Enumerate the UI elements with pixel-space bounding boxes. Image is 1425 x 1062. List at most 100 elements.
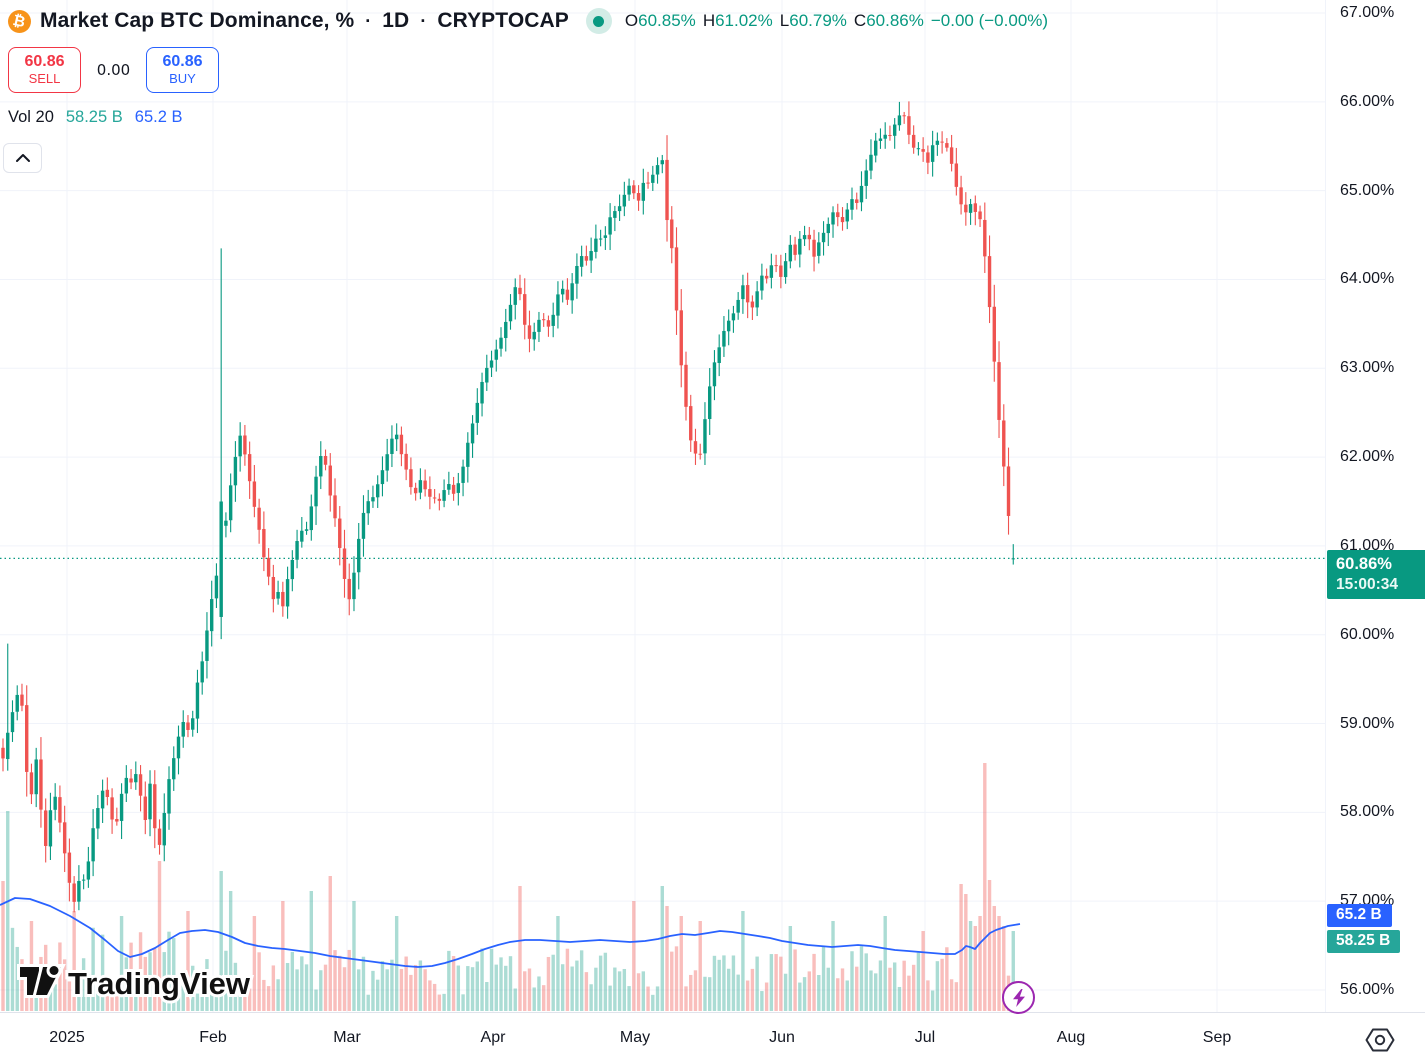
ohlc-readout: O60.85% H61.02% L60.79% C60.86% −0.00 (−… <box>625 11 1048 31</box>
volume-bar <box>726 968 731 1011</box>
price-scale[interactable]: 67.00% 66.00% 65.00% 64.00% 63.00% 62.00% 61.0… <box>1325 0 1425 1012</box>
volume-bar <box>138 932 143 1011</box>
volume-bar <box>670 951 674 1011</box>
volume-bar <box>802 977 807 1011</box>
exchange-label[interactable]: CRYPTOCAP <box>437 9 569 32</box>
timezone-settings-button[interactable] <box>1364 1025 1396 1055</box>
candle-body <box>869 154 873 171</box>
candle-body <box>660 160 664 165</box>
candle-body <box>409 469 413 488</box>
volume-bar <box>461 994 465 1011</box>
volume-bar <box>840 968 845 1011</box>
candle-body <box>29 772 34 795</box>
volume-bar <box>281 901 285 1011</box>
volume-bar <box>300 956 304 1011</box>
volume-bar <box>342 967 347 1011</box>
volume-bar <box>191 965 195 1011</box>
volume-bar <box>428 980 432 1011</box>
candle-body <box>499 337 503 349</box>
candle-body <box>110 797 114 820</box>
candle-body <box>603 235 608 238</box>
candle-body <box>589 251 593 261</box>
time-tick-label: Feb <box>199 1029 227 1046</box>
volume-bar <box>437 994 442 1011</box>
volume-bar <box>651 994 655 1011</box>
volume-indicator-legend[interactable]: Vol 20 58.25 B 65.2 B <box>8 108 182 127</box>
volume-bar <box>542 985 546 1011</box>
price-tag-value: 60.86% <box>1336 555 1392 574</box>
high-label: H <box>702 11 716 30</box>
volume-bar <box>432 983 437 1011</box>
volume-bar <box>58 942 62 1011</box>
candlestick-chart[interactable] <box>0 0 1425 1012</box>
candle-body <box>480 381 484 404</box>
candle-body <box>442 490 446 501</box>
volume-bar <box>983 763 987 1011</box>
candle-body <box>774 265 778 267</box>
volume-bar <box>485 982 489 1011</box>
candle-body <box>48 810 53 847</box>
candle-body <box>874 140 878 156</box>
volume-bar <box>167 931 171 1011</box>
candle-body <box>418 480 423 493</box>
time-tick-label: Aug <box>1056 1029 1086 1046</box>
candle-body <box>262 528 266 558</box>
candle-body <box>143 796 147 820</box>
volume-bar <box>172 938 176 1011</box>
volume-bar <box>489 948 494 1011</box>
candle-body <box>617 206 622 212</box>
buy-button[interactable]: 60.86 BUY <box>146 47 219 93</box>
volume-bar <box>361 956 366 1011</box>
tradingview-logo[interactable]: TradingView <box>14 955 264 1012</box>
volume-bar <box>252 916 257 1011</box>
candle-body <box>15 694 19 712</box>
collapse-legend-button[interactable] <box>3 143 42 173</box>
candle-body <box>579 256 584 267</box>
volume-bar <box>323 964 328 1011</box>
candle-body <box>423 480 427 490</box>
symbol-title[interactable]: Market Cap BTC Dominance, % <box>40 9 355 32</box>
candle-body <box>888 135 892 137</box>
time-scale[interactable]: 2025 Feb Mar Apr May Jun Jul Aug Sep <box>0 1012 1425 1062</box>
time-tick-label: 2025 <box>49 1029 85 1046</box>
volume-bar <box>119 916 124 1011</box>
volume-bar <box>722 955 726 1011</box>
volume-bar <box>475 961 479 1011</box>
volume-bar <box>916 952 921 1011</box>
candle-body <box>636 193 641 201</box>
candle-body <box>954 163 959 187</box>
volume-bar <box>940 958 944 1011</box>
instant-trading-button[interactable] <box>1002 981 1035 1014</box>
candle-body <box>598 238 603 240</box>
volume-bar <box>77 974 81 1011</box>
volume-bar <box>779 956 783 1011</box>
volume-bar <box>845 980 849 1011</box>
market-status-icon[interactable] <box>585 8 612 34</box>
volume-bar <box>262 979 266 1011</box>
candle-body <box>181 722 185 737</box>
volume-bar <box>257 952 261 1011</box>
candle-body <box>432 497 437 499</box>
price-tag-countdown: 15:00:34 <box>1336 576 1399 594</box>
candle-body <box>243 435 247 455</box>
volume-bar <box>968 921 973 1011</box>
candle-body <box>945 143 949 148</box>
candle-body <box>793 244 797 255</box>
separator-dot: · <box>420 10 427 31</box>
volume-bar <box>556 916 560 1011</box>
volume-bar <box>546 956 551 1011</box>
price-tick-label: 66.00% <box>1340 92 1395 110</box>
interval-label[interactable]: 1D <box>382 9 410 32</box>
candle-body <box>560 288 565 295</box>
sell-button[interactable]: 60.86 SELL <box>8 47 81 93</box>
time-tick-label: Sep <box>1202 1029 1232 1046</box>
volume-bar <box>499 957 503 1011</box>
volume-bar <box>632 901 636 1011</box>
candle-body <box>328 465 332 496</box>
volume-bar <box>812 953 816 1011</box>
candle-body <box>100 790 105 809</box>
candle-body <box>892 124 897 136</box>
price-tick-label: 64.00% <box>1340 270 1395 288</box>
volume-bar <box>508 956 513 1011</box>
candle-body <box>997 362 1001 420</box>
